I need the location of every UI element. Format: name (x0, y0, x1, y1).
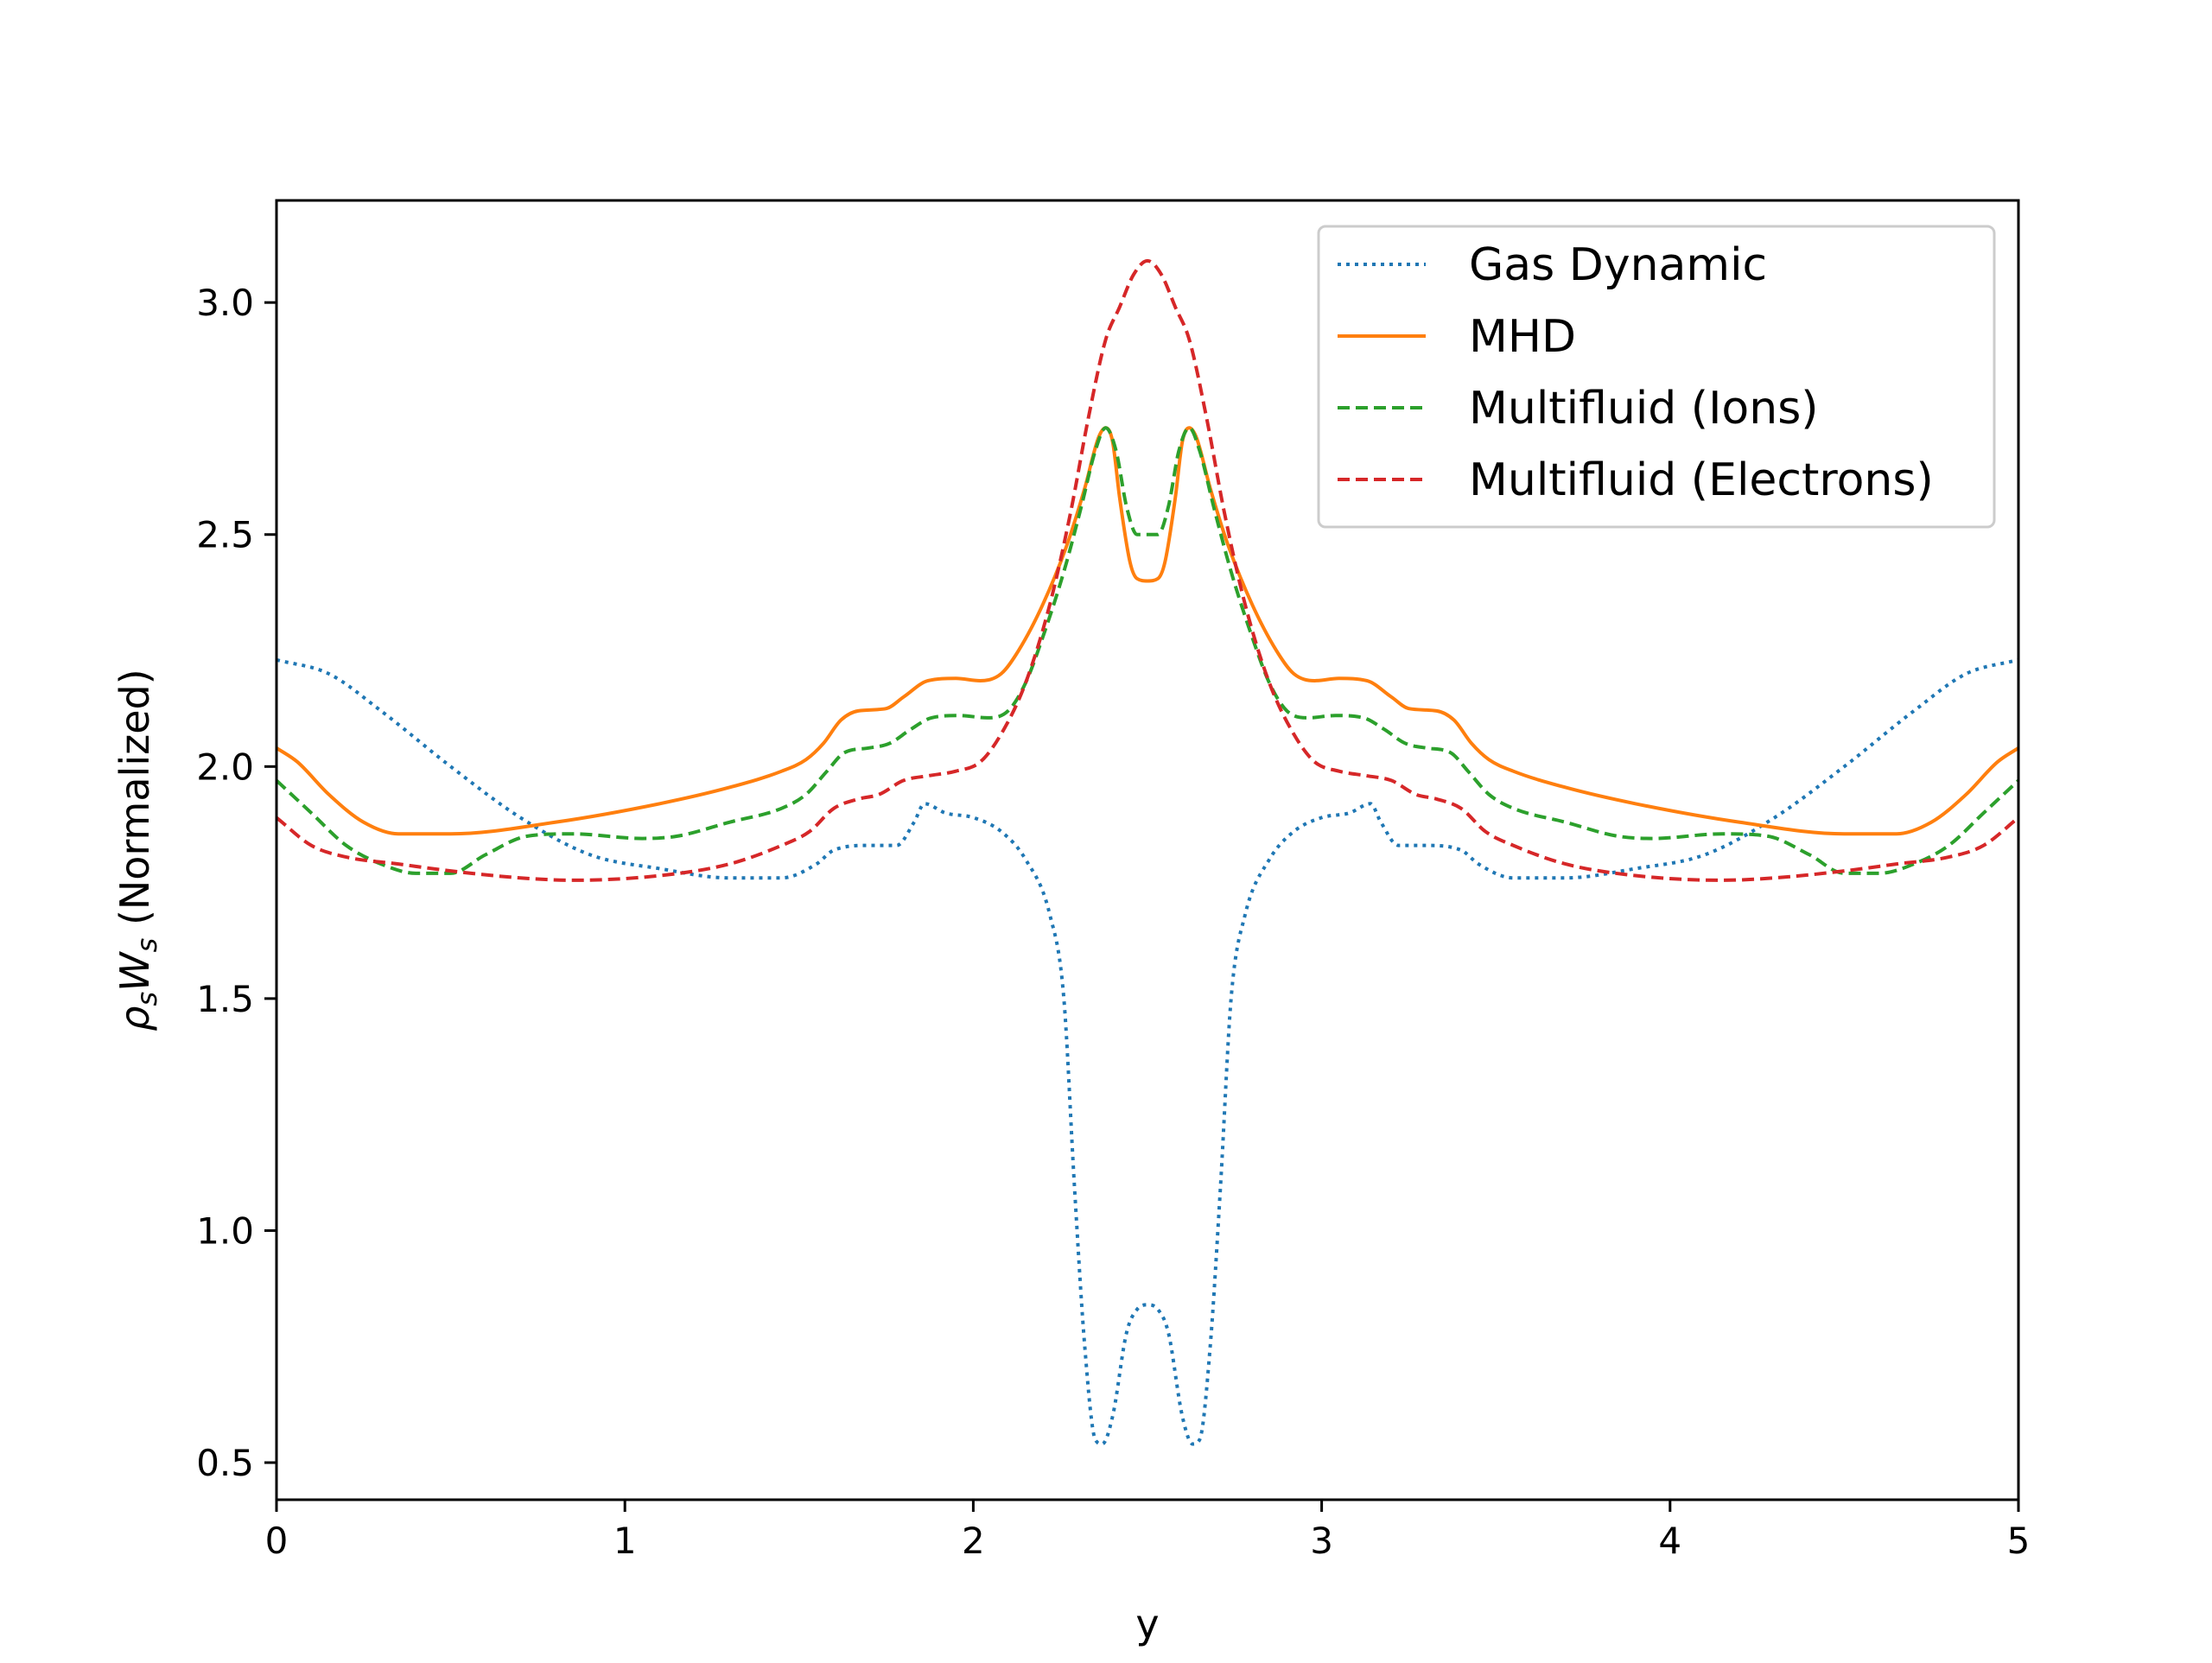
x-tick-label: 0 (265, 1520, 289, 1562)
series-line-mhd (276, 426, 2018, 836)
legend-label: MHD (1469, 311, 1576, 363)
series-layer (276, 258, 2018, 1446)
legend-label: Gas Dynamic (1469, 239, 1767, 291)
legend-label: Multifluid (Ions) (1469, 383, 1819, 435)
y-axis-label-w: W (111, 951, 158, 992)
x-tick-label: 3 (1310, 1520, 1333, 1562)
y-axis-label: ρsWs (Normalized) (111, 669, 163, 1031)
legend-label: Multifluid (Electrons) (1469, 454, 1934, 506)
y-tick-label: 1.0 (196, 1209, 254, 1252)
y-tick-label: 0.5 (196, 1442, 254, 1484)
y-axis-label-w-subscript: s (130, 938, 163, 953)
y-tick-label: 3.0 (196, 282, 254, 324)
y-axis: 0.5 1.0 1.5 2.0 2.5 3.0 (196, 282, 276, 1484)
x-axis: 0 1 2 3 4 5 (265, 1500, 2031, 1562)
x-tick-label: 4 (1658, 1520, 1681, 1562)
x-tick-label: 5 (2007, 1520, 2031, 1562)
plot-area-frame (275, 199, 2020, 1501)
series-line-multifluid-ions (276, 426, 2018, 875)
chart-legend: Gas Dynamic MHD Multifluid (Ions) Multiflui… (1317, 225, 1996, 529)
y-axis-label-rho-subscript: s (130, 992, 163, 1006)
y-tick-label: 1.5 (196, 978, 254, 1020)
series-line-gas-dynamic (276, 657, 2018, 1446)
x-tick-label: 2 (962, 1520, 985, 1562)
y-tick-label: 2.5 (196, 514, 254, 556)
series-line-multifluid-electrons (276, 258, 2018, 882)
y-tick-label: 2.0 (196, 746, 254, 788)
y-axis-label-rho: ρ (111, 1006, 158, 1031)
x-tick-label: 1 (613, 1520, 637, 1562)
legend-frame (1317, 225, 1996, 529)
x-axis-label: y (1135, 1601, 1159, 1647)
y-axis-label-suffix: (Normalized) (111, 669, 158, 937)
